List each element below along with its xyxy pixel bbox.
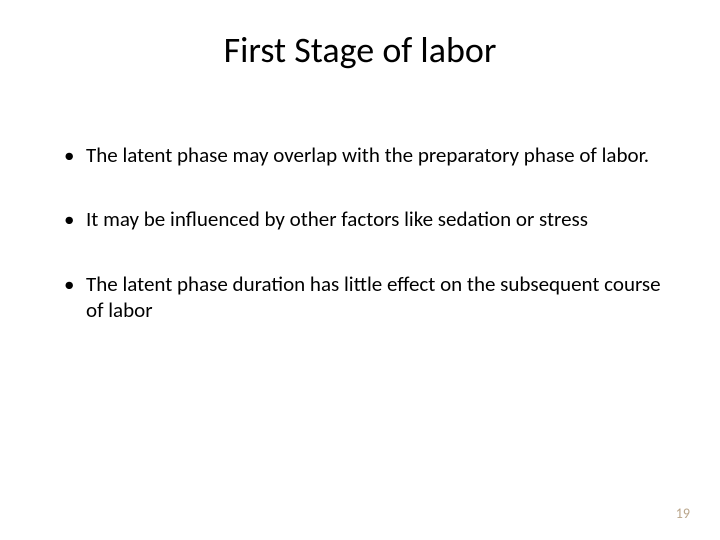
bullet-list: The latent phase may overlap with the pr…: [40, 142, 680, 323]
slide-container: First Stage of labor The latent phase ma…: [0, 0, 720, 540]
bullet-item: The latent phase may overlap with the pr…: [68, 142, 680, 168]
page-number: 19: [676, 505, 690, 522]
bullet-item: It may be influenced by other factors li…: [68, 206, 680, 232]
bullet-item: The latent phase duration has little eff…: [68, 271, 680, 324]
slide-title: First Stage of labor: [40, 28, 680, 72]
